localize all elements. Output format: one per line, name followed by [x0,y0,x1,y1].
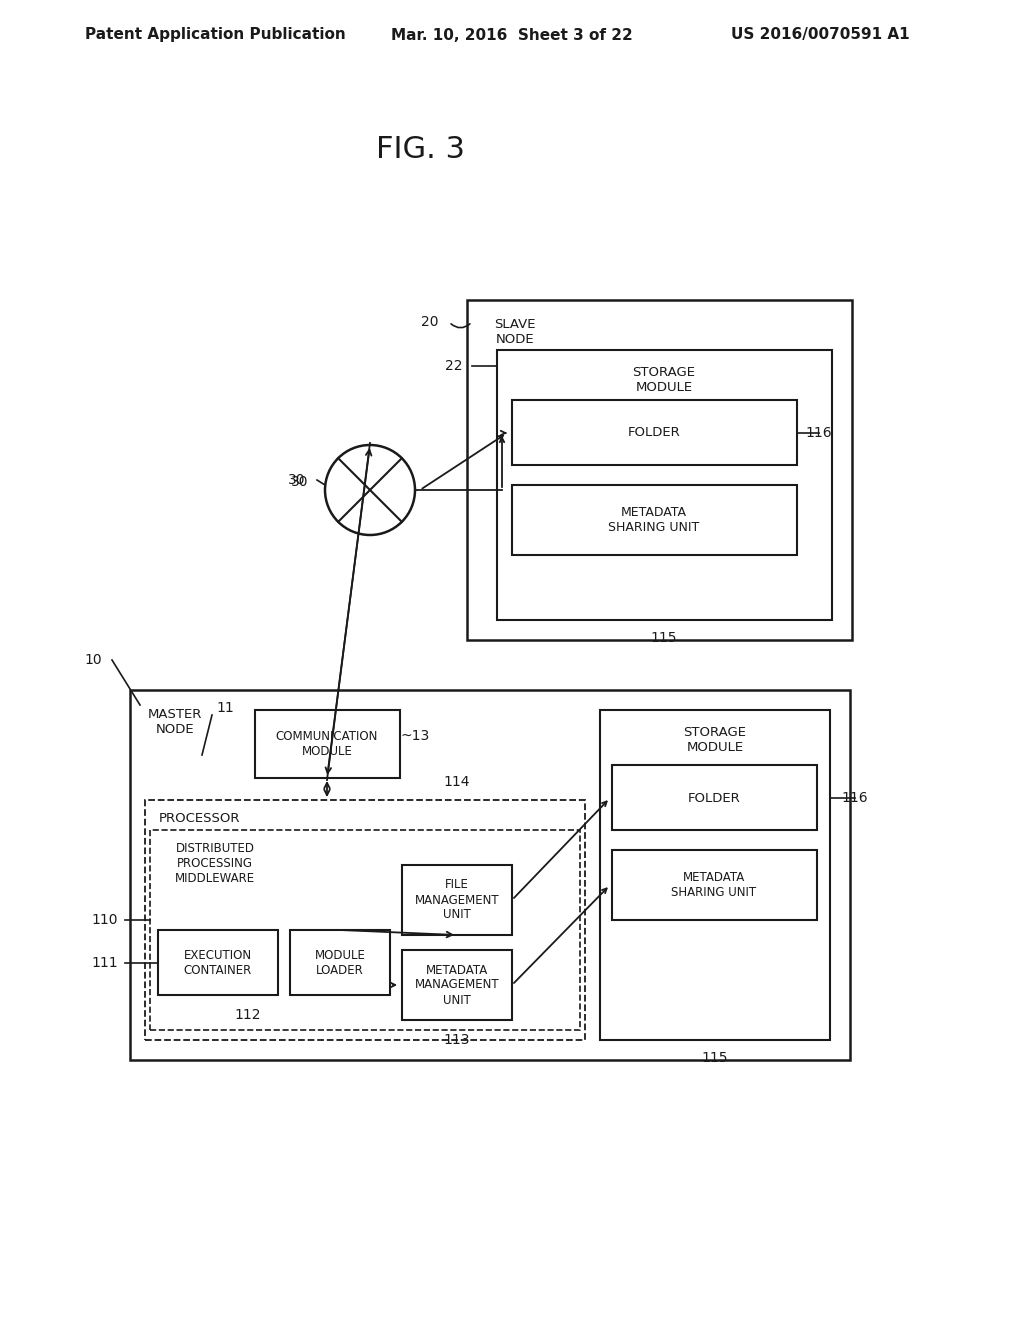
Text: 113: 113 [443,1034,470,1047]
Text: 111: 111 [91,956,118,970]
FancyBboxPatch shape [467,300,852,640]
Text: 114: 114 [443,775,470,789]
Text: 30: 30 [291,475,308,488]
Text: 112: 112 [234,1008,261,1022]
Text: COMMUNICATION
MODULE: COMMUNICATION MODULE [275,730,378,758]
FancyBboxPatch shape [150,830,580,1030]
Text: PROCESSOR: PROCESSOR [160,812,241,825]
Text: Mar. 10, 2016  Sheet 3 of 22: Mar. 10, 2016 Sheet 3 of 22 [391,28,633,42]
Text: METADATA
SHARING UNIT: METADATA SHARING UNIT [672,871,757,899]
FancyBboxPatch shape [402,950,512,1020]
Text: US 2016/0070591 A1: US 2016/0070591 A1 [731,28,909,42]
Text: DISTRIBUTED
PROCESSING
MIDDLEWARE: DISTRIBUTED PROCESSING MIDDLEWARE [175,842,255,884]
FancyBboxPatch shape [255,710,400,777]
FancyBboxPatch shape [612,850,817,920]
Text: MODULE
LOADER: MODULE LOADER [314,949,366,977]
Text: 115: 115 [701,1051,728,1065]
FancyBboxPatch shape [512,400,797,465]
Text: MASTER
NODE: MASTER NODE [147,708,202,737]
Text: FOLDER: FOLDER [688,792,740,804]
Text: Patent Application Publication: Patent Application Publication [85,28,345,42]
FancyBboxPatch shape [612,766,817,830]
FancyBboxPatch shape [158,931,278,995]
Text: 110: 110 [91,913,118,927]
FancyBboxPatch shape [512,484,797,554]
FancyBboxPatch shape [600,710,830,1040]
Text: STORAGE
MODULE: STORAGE MODULE [683,726,746,754]
Text: 116: 116 [805,426,831,440]
Text: 22: 22 [444,359,462,374]
FancyBboxPatch shape [290,931,390,995]
Text: EXECUTION
CONTAINER: EXECUTION CONTAINER [184,949,252,977]
Text: ~13: ~13 [400,729,430,743]
Text: 10: 10 [84,653,102,667]
FancyBboxPatch shape [130,690,850,1060]
Text: 115: 115 [650,631,677,645]
Text: 116: 116 [842,791,868,805]
Text: STORAGE
MODULE: STORAGE MODULE [633,366,695,393]
Text: FOLDER: FOLDER [628,426,680,440]
Text: 30: 30 [288,473,305,487]
Text: FILE
MANAGEMENT
UNIT: FILE MANAGEMENT UNIT [415,879,500,921]
FancyBboxPatch shape [402,865,512,935]
Text: METADATA
MANAGEMENT
UNIT: METADATA MANAGEMENT UNIT [415,964,500,1006]
Text: METADATA
SHARING UNIT: METADATA SHARING UNIT [608,506,699,535]
Text: 20: 20 [422,315,439,329]
FancyBboxPatch shape [497,350,831,620]
FancyBboxPatch shape [145,800,585,1040]
Text: FIG. 3: FIG. 3 [376,136,465,165]
Text: 11: 11 [216,701,233,715]
Text: SLAVE
NODE: SLAVE NODE [495,318,536,346]
